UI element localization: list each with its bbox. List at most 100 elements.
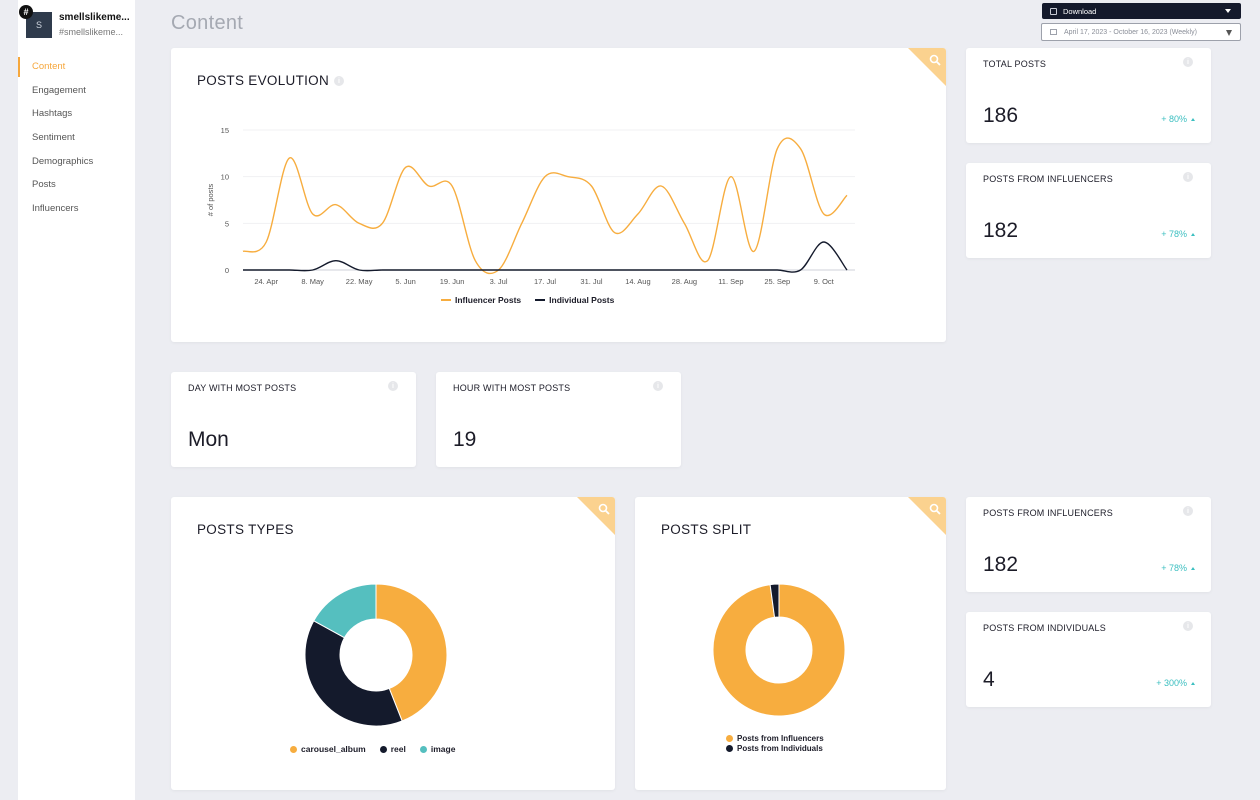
account-name: smellslikeme...	[59, 12, 130, 23]
stat-label: POSTS FROM INFLUENCERS	[983, 174, 1113, 184]
stat-label: TOTAL POSTS	[983, 59, 1047, 69]
stat-change: + 78%	[1161, 229, 1195, 239]
chart-legend: Posts from Influencers Posts from Indivi…	[726, 734, 824, 753]
zoom-corner[interactable]	[908, 497, 946, 535]
search-icon[interactable]	[598, 503, 610, 515]
chevron-down-icon	[1225, 9, 1231, 13]
donut-slice-image[interactable]	[313, 583, 377, 639]
sidebar-item-demographics[interactable]: Demographics	[32, 155, 94, 167]
posts-split-card: POSTS SPLIT Posts from Influencers Posts…	[635, 497, 946, 790]
donut-slice-reel[interactable]	[304, 620, 403, 727]
card-title: POSTS EVOLUTION	[197, 73, 330, 88]
x-tick-label: 25. Sep	[764, 277, 790, 286]
stat-label: HOUR WITH MOST POSTS	[453, 383, 571, 393]
x-tick-label: 17. Jul	[534, 277, 556, 286]
x-tick-label: 19. Jun	[440, 277, 465, 286]
total-posts-card: TOTAL POSTS i 186 + 80%	[966, 48, 1211, 143]
stat-value: Mon	[188, 428, 229, 451]
legend-label: Influencer Posts	[455, 295, 522, 305]
stat-value: 19	[453, 428, 477, 451]
info-icon[interactable]: i	[1183, 506, 1193, 516]
account-switcher[interactable]: S # smellslikeme... #smellslikeme...	[19, 5, 146, 40]
legend-item-carousel[interactable]: carousel_album	[290, 744, 366, 754]
info-icon[interactable]: i	[1183, 172, 1193, 182]
stat-label: DAY WITH MOST POSTS	[188, 383, 297, 393]
x-tick-label: 3. Jul	[490, 277, 508, 286]
legend-dot	[379, 745, 387, 753]
sidebar: S # smellslikeme... #smellslikeme... Con…	[18, 0, 135, 800]
legend-item-reel[interactable]: reel	[379, 744, 406, 754]
x-tick-label: 22. May	[346, 277, 373, 286]
hashtag-icon: #	[19, 5, 33, 19]
info-icon[interactable]: i	[1183, 621, 1193, 631]
donut-slice-carousel-album[interactable]	[375, 583, 448, 722]
x-tick-label: 9. Oct	[814, 277, 835, 286]
search-icon[interactable]	[929, 503, 941, 515]
y-tick-label: 5	[225, 219, 229, 228]
dropdown-arrow-icon	[1226, 30, 1232, 36]
calendar-icon	[1050, 29, 1057, 35]
stat-value: 182	[983, 219, 1019, 242]
sidebar-item-posts[interactable]: Posts	[32, 179, 56, 191]
donut-slice-posts-from-individuals[interactable]	[769, 583, 780, 618]
legend-item-individual[interactable]: Individual Posts	[535, 295, 614, 305]
legend-item-individuals[interactable]: Posts from Individuals	[726, 744, 823, 753]
page-title: Content	[171, 12, 244, 34]
stat-change: + 80%	[1161, 114, 1195, 124]
legend-dot	[290, 745, 297, 753]
legend-dot	[726, 735, 733, 742]
y-tick-label: 10	[221, 173, 229, 182]
legend-dot	[419, 745, 427, 753]
download-icon	[1050, 7, 1057, 15]
chart-legend: carousel_album reel image	[290, 744, 455, 754]
download-button[interactable]: Download	[1042, 3, 1241, 19]
y-axis-label: # of posts	[206, 183, 215, 216]
legend-label: Individual Posts	[549, 295, 615, 305]
info-icon[interactable]: i	[334, 76, 344, 86]
legend-item-influencers[interactable]: Posts from Influencers	[726, 734, 824, 743]
sidebar-item-influencers[interactable]: Influencers	[32, 202, 79, 214]
stat-change: + 300%	[1156, 678, 1195, 688]
date-range-picker[interactable]: April 17, 2023 - October 16, 2023 (Weekl…	[1041, 23, 1241, 41]
day-most-posts-card: DAY WITH MOST POSTS i Mon	[171, 372, 416, 467]
posts-evolution-chart: 0 5 10 15 # of posts 24. Apr 8. May 22. May 5. J…	[206, 126, 855, 286]
sidebar-item-hashtags[interactable]: Hashtags	[32, 108, 73, 120]
legend-label: Posts from Influencers	[737, 734, 824, 743]
stat-value: 182	[983, 553, 1019, 576]
sidebar-nav: Content Engagement Hashtags Sentiment De…	[18, 55, 135, 220]
posts-split-chart	[712, 583, 846, 717]
stat-value: 186	[983, 104, 1019, 127]
x-tick-label: 5. Jun	[395, 277, 415, 286]
y-tick-label: 15	[221, 126, 229, 135]
legend-label: image	[430, 744, 456, 754]
posts-from-individuals-card: POSTS FROM INDIVIDUALS i 4 + 300%	[966, 612, 1211, 707]
sidebar-item-engagement[interactable]: Engagement	[32, 84, 86, 96]
y-tick-label: 0	[225, 266, 229, 275]
stat-change: + 78%	[1161, 563, 1195, 573]
info-icon[interactable]: i	[1183, 57, 1193, 67]
legend-label: Posts from Individuals	[737, 744, 823, 753]
series-line-individual[interactable]	[243, 241, 848, 273]
sidebar-item-sentiment[interactable]: Sentiment	[32, 132, 75, 144]
legend-dot	[726, 745, 733, 752]
search-icon[interactable]	[929, 54, 941, 66]
chart-legend: Influencer Posts Individual Posts	[441, 295, 614, 305]
stat-label: POSTS FROM INFLUENCERS	[983, 508, 1113, 518]
donut-slice-posts-from-influencers[interactable]	[712, 583, 846, 717]
zoom-corner[interactable]	[577, 497, 615, 535]
x-tick-label: 14. Aug	[625, 277, 650, 286]
account-handle: #smellslikeme...	[59, 27, 124, 37]
info-icon[interactable]: i	[388, 381, 398, 391]
series-line-influencer[interactable]	[242, 137, 848, 275]
card-title: POSTS TYPES	[197, 522, 294, 537]
hour-most-posts-card: HOUR WITH MOST POSTS i 19	[436, 372, 681, 467]
legend-item-influencer[interactable]: Influencer Posts	[441, 295, 521, 305]
legend-label: reel	[390, 744, 406, 754]
sidebar-item-content[interactable]: Content	[18, 55, 135, 79]
zoom-corner[interactable]	[908, 48, 946, 86]
x-tick-label: 8. May	[301, 277, 324, 286]
legend-item-image[interactable]: image	[419, 744, 456, 754]
info-icon[interactable]: i	[653, 381, 663, 391]
date-range-label: April 17, 2023 - October 16, 2023 (Weekl…	[1064, 28, 1197, 36]
legend-swatch	[535, 299, 546, 301]
